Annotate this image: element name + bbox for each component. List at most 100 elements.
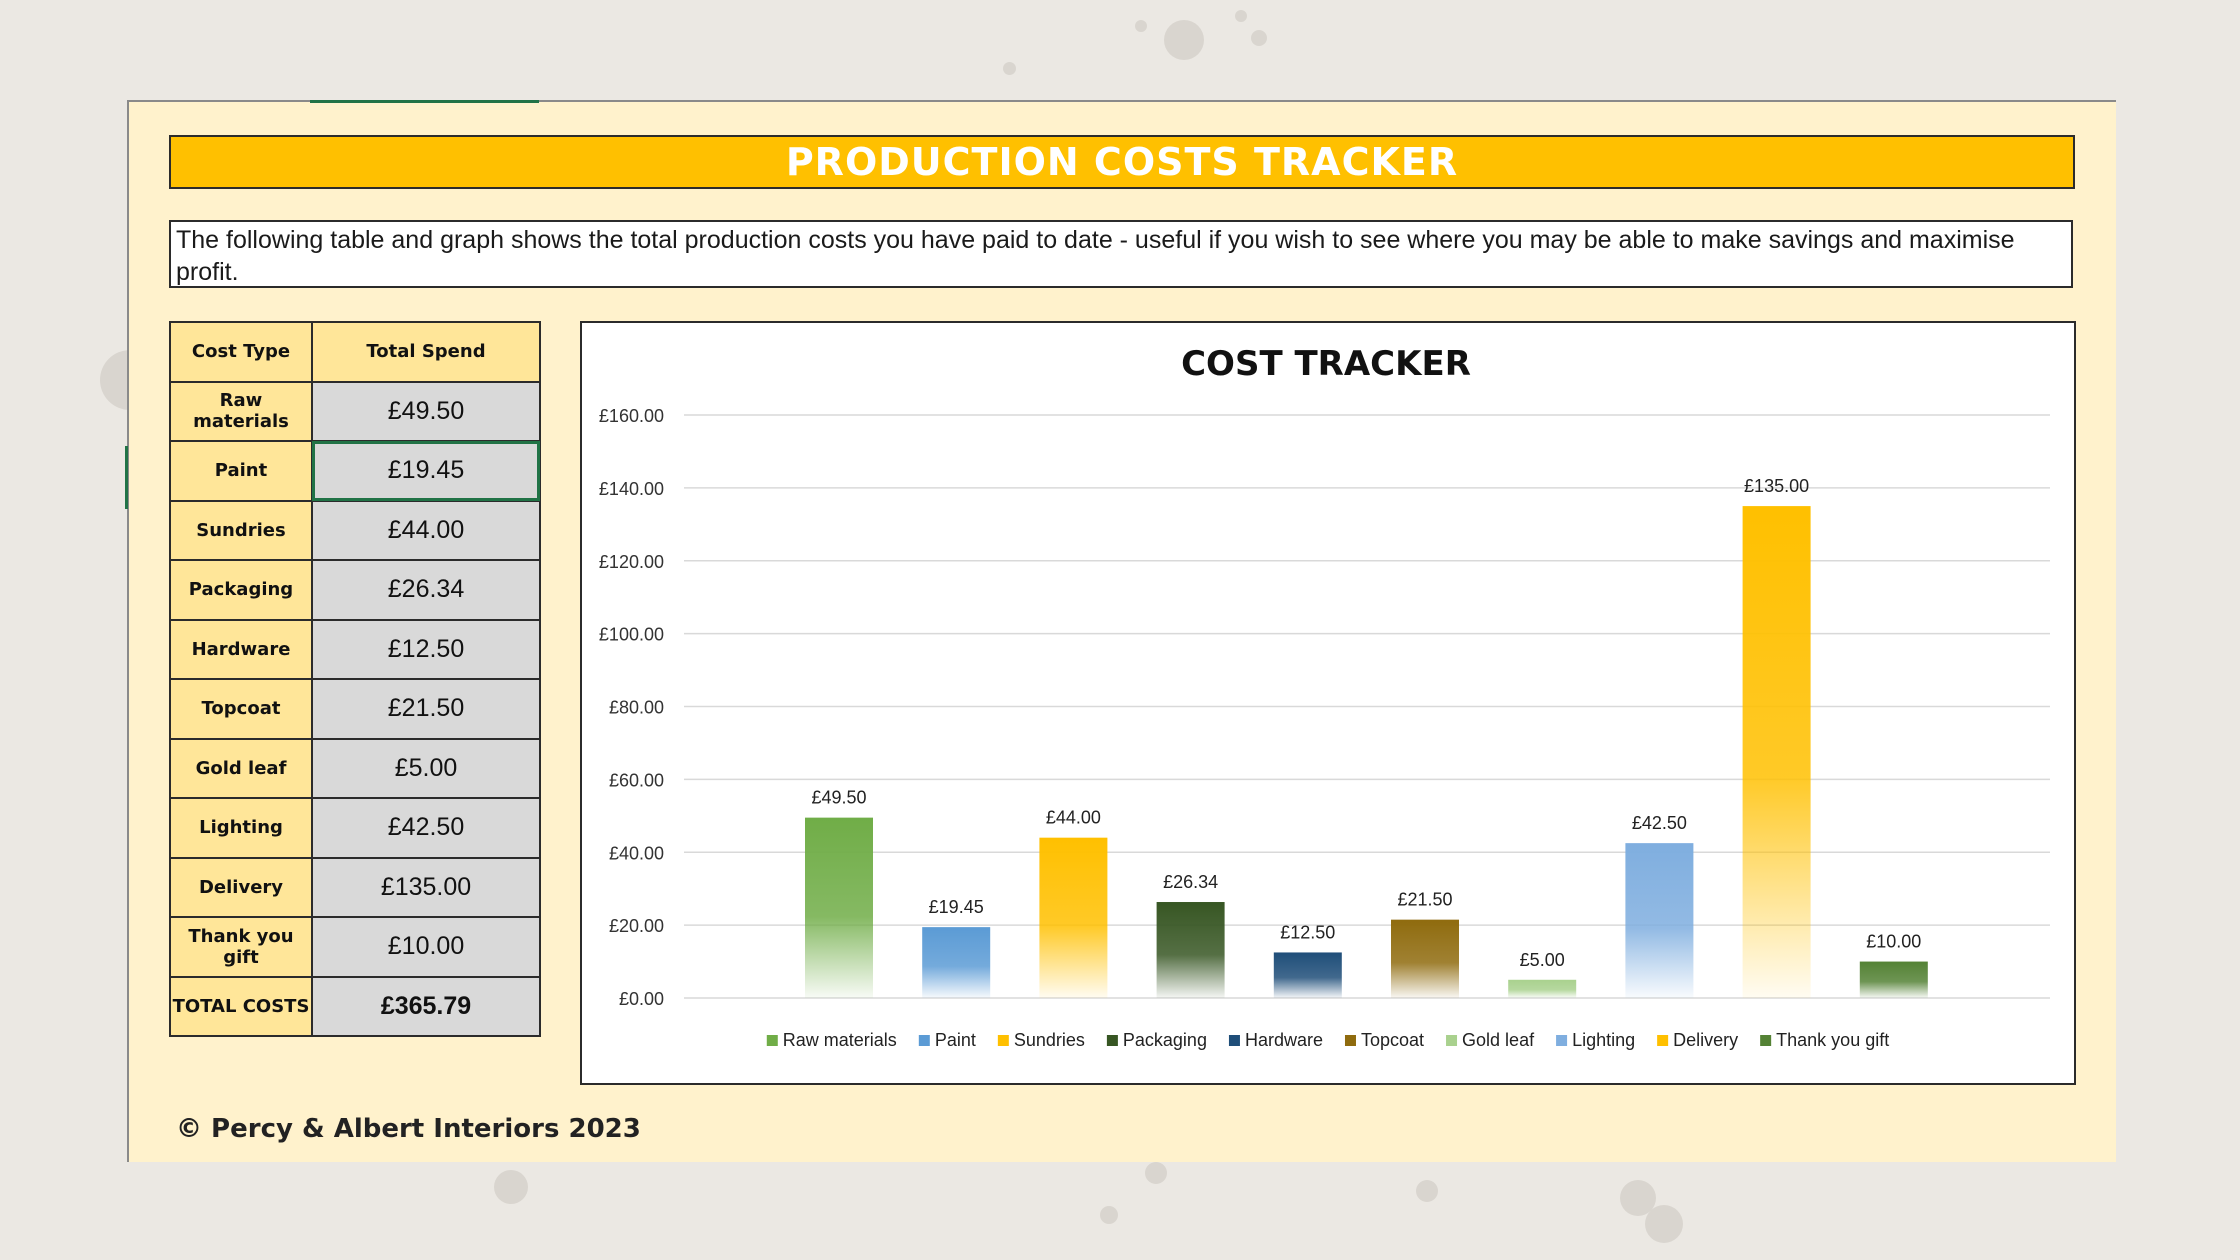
y-tick-label: £20.00 [609,916,664,936]
data-label: £26.34 [1163,872,1218,892]
background-splatter [1235,10,1247,22]
data-label: £21.50 [1397,890,1452,910]
y-tick-label: £0.00 [619,989,664,1009]
cost-type-cell[interactable]: Packaging [169,559,313,621]
y-tick-label: £40.00 [609,843,664,863]
chart-data-labels: £49.50 £19.45 £44.00 £26.34 £12.50 £21.50 £5.0… [811,476,1921,970]
spreadsheet-area: PRODUCTION COSTS TRACKER The following t… [125,100,2116,1162]
cost-table: Cost Type Total Spend Raw materials £49.… [169,321,541,1037]
data-label: £42.50 [1632,813,1687,833]
cost-type-cell[interactable]: Paint [169,440,313,502]
cost-type-cell[interactable]: Topcoat [169,678,313,740]
copyright-footer: © Percy & Albert Interiors 2023 [176,1114,641,1144]
background-splatter [1003,62,1016,75]
column-selection-indicator [310,100,539,103]
table-row: Delivery £135.00 [169,856,541,918]
table-total-row: TOTAL COSTS £365.79 [169,975,541,1037]
legend-item[interactable]: Topcoat [1344,1030,1424,1050]
y-tick-label: £120.00 [599,552,664,572]
y-tick-label: £60.00 [609,770,664,790]
total-spend-cell[interactable]: £135.00 [311,856,541,918]
legend-item[interactable]: Thank you gift [1760,1030,1889,1050]
cost-type-cell[interactable]: Sundries [169,499,313,561]
total-spend-cell[interactable]: £26.34 [311,559,541,621]
legend-item[interactable]: Lighting [1556,1030,1635,1050]
bar-hardware[interactable] [1273,952,1342,998]
legend-swatch [997,1035,1009,1046]
legend-swatch [1556,1035,1568,1046]
y-tick-label: £80.00 [609,698,664,718]
header-total-spend[interactable]: Total Spend [311,321,541,383]
table-row: Lighting £42.50 [169,797,541,859]
chart-y-axis: £0.00 £20.00 £40.00 £60.00 £80.00 £100.00 £120… [599,406,664,1009]
data-label: £19.45 [929,897,984,917]
legend-item[interactable]: Gold leaf [1446,1030,1535,1050]
header-cost-type[interactable]: Cost Type [169,321,313,383]
legend-item[interactable]: Sundries [997,1030,1085,1050]
cost-type-cell[interactable]: Lighting [169,797,313,859]
chart-canvas: COST TRACKER £0.00 £20.00 £40.00 £60.00 £80.… [599,344,2050,1050]
cost-type-cell[interactable]: Gold leaf [169,737,313,799]
legend-swatch [1446,1035,1458,1046]
total-spend-cell[interactable]: £5.00 [311,737,541,799]
bar-delivery[interactable] [1742,506,1811,998]
legend-label: Thank you gift [1776,1030,1889,1050]
cost-tracker-chart[interactable]: COST TRACKER £0.00 £20.00 £40.00 £60.00 £80.… [580,321,2076,1085]
y-tick-label: £140.00 [599,479,664,499]
table-row: Thank you gift £10.00 [169,916,541,978]
table-row: Sundries £44.00 [169,499,541,561]
bar-raw-materials[interactable] [805,817,873,998]
description-cell[interactable]: The following table and graph shows the … [169,220,2073,288]
bar-packaging[interactable] [1156,902,1225,998]
y-tick-label: £160.00 [599,406,664,426]
cost-type-cell[interactable]: Raw materials [169,380,313,442]
background-splatter [1100,1206,1118,1224]
bar-paint[interactable] [922,927,991,998]
cost-type-cell[interactable]: Thank you gift [169,916,313,978]
bar-topcoat[interactable] [1391,919,1459,998]
legend-swatch [1344,1035,1356,1046]
total-costs-label[interactable]: TOTAL COSTS [169,975,313,1037]
table-row: Gold leaf £5.00 [169,737,541,799]
data-label: £5.00 [1520,950,1565,970]
chart-bars [805,506,1928,998]
title-banner[interactable]: PRODUCTION COSTS TRACKER [169,135,2075,189]
legend-swatch [1106,1035,1118,1046]
legend-label: Lighting [1572,1030,1635,1050]
total-spend-cell[interactable]: £10.00 [311,916,541,978]
legend-label: Topcoat [1361,1030,1424,1050]
legend-item[interactable]: Delivery [1657,1030,1738,1050]
total-spend-cell[interactable]: £44.00 [311,499,541,561]
legend-label: Sundries [1014,1030,1085,1050]
total-spend-cell[interactable]: £49.50 [311,380,541,442]
total-spend-cell[interactable]: £21.50 [311,678,541,740]
legend-swatch [1228,1035,1240,1046]
bar-lighting[interactable] [1625,843,1694,998]
bar-thank-you-gift[interactable] [1859,961,1928,998]
table-header-row: Cost Type Total Spend [169,321,541,383]
data-label: £10.00 [1866,932,1921,952]
legend-label: Hardware [1245,1030,1323,1050]
background-splatter [494,1170,528,1204]
legend-item[interactable]: Paint [918,1030,976,1050]
table-row: Paint £19.45 [169,440,541,502]
total-spend-cell-selected[interactable]: £19.45 [311,440,541,502]
cost-type-cell[interactable]: Hardware [169,618,313,680]
legend-item[interactable]: Hardware [1228,1030,1323,1050]
chart-title: COST TRACKER [1181,344,1471,384]
background-splatter [1645,1205,1683,1243]
total-spend-cell[interactable]: £12.50 [311,618,541,680]
total-costs-value[interactable]: £365.79 [311,975,541,1037]
legend-label: Gold leaf [1462,1030,1535,1050]
total-spend-cell[interactable]: £42.50 [311,797,541,859]
row-selection-indicator [125,446,128,509]
legend-item[interactable]: Raw materials [766,1030,897,1050]
bar-sundries[interactable] [1039,837,1108,998]
page-title: PRODUCTION COSTS TRACKER [785,140,1459,184]
legend-label: Paint [935,1030,976,1050]
background-splatter [1164,20,1204,60]
legend-item[interactable]: Packaging [1106,1030,1207,1050]
cost-type-cell[interactable]: Delivery [169,856,313,918]
data-label: £135.00 [1744,476,1809,496]
bar-gold-leaf[interactable] [1508,979,1577,998]
